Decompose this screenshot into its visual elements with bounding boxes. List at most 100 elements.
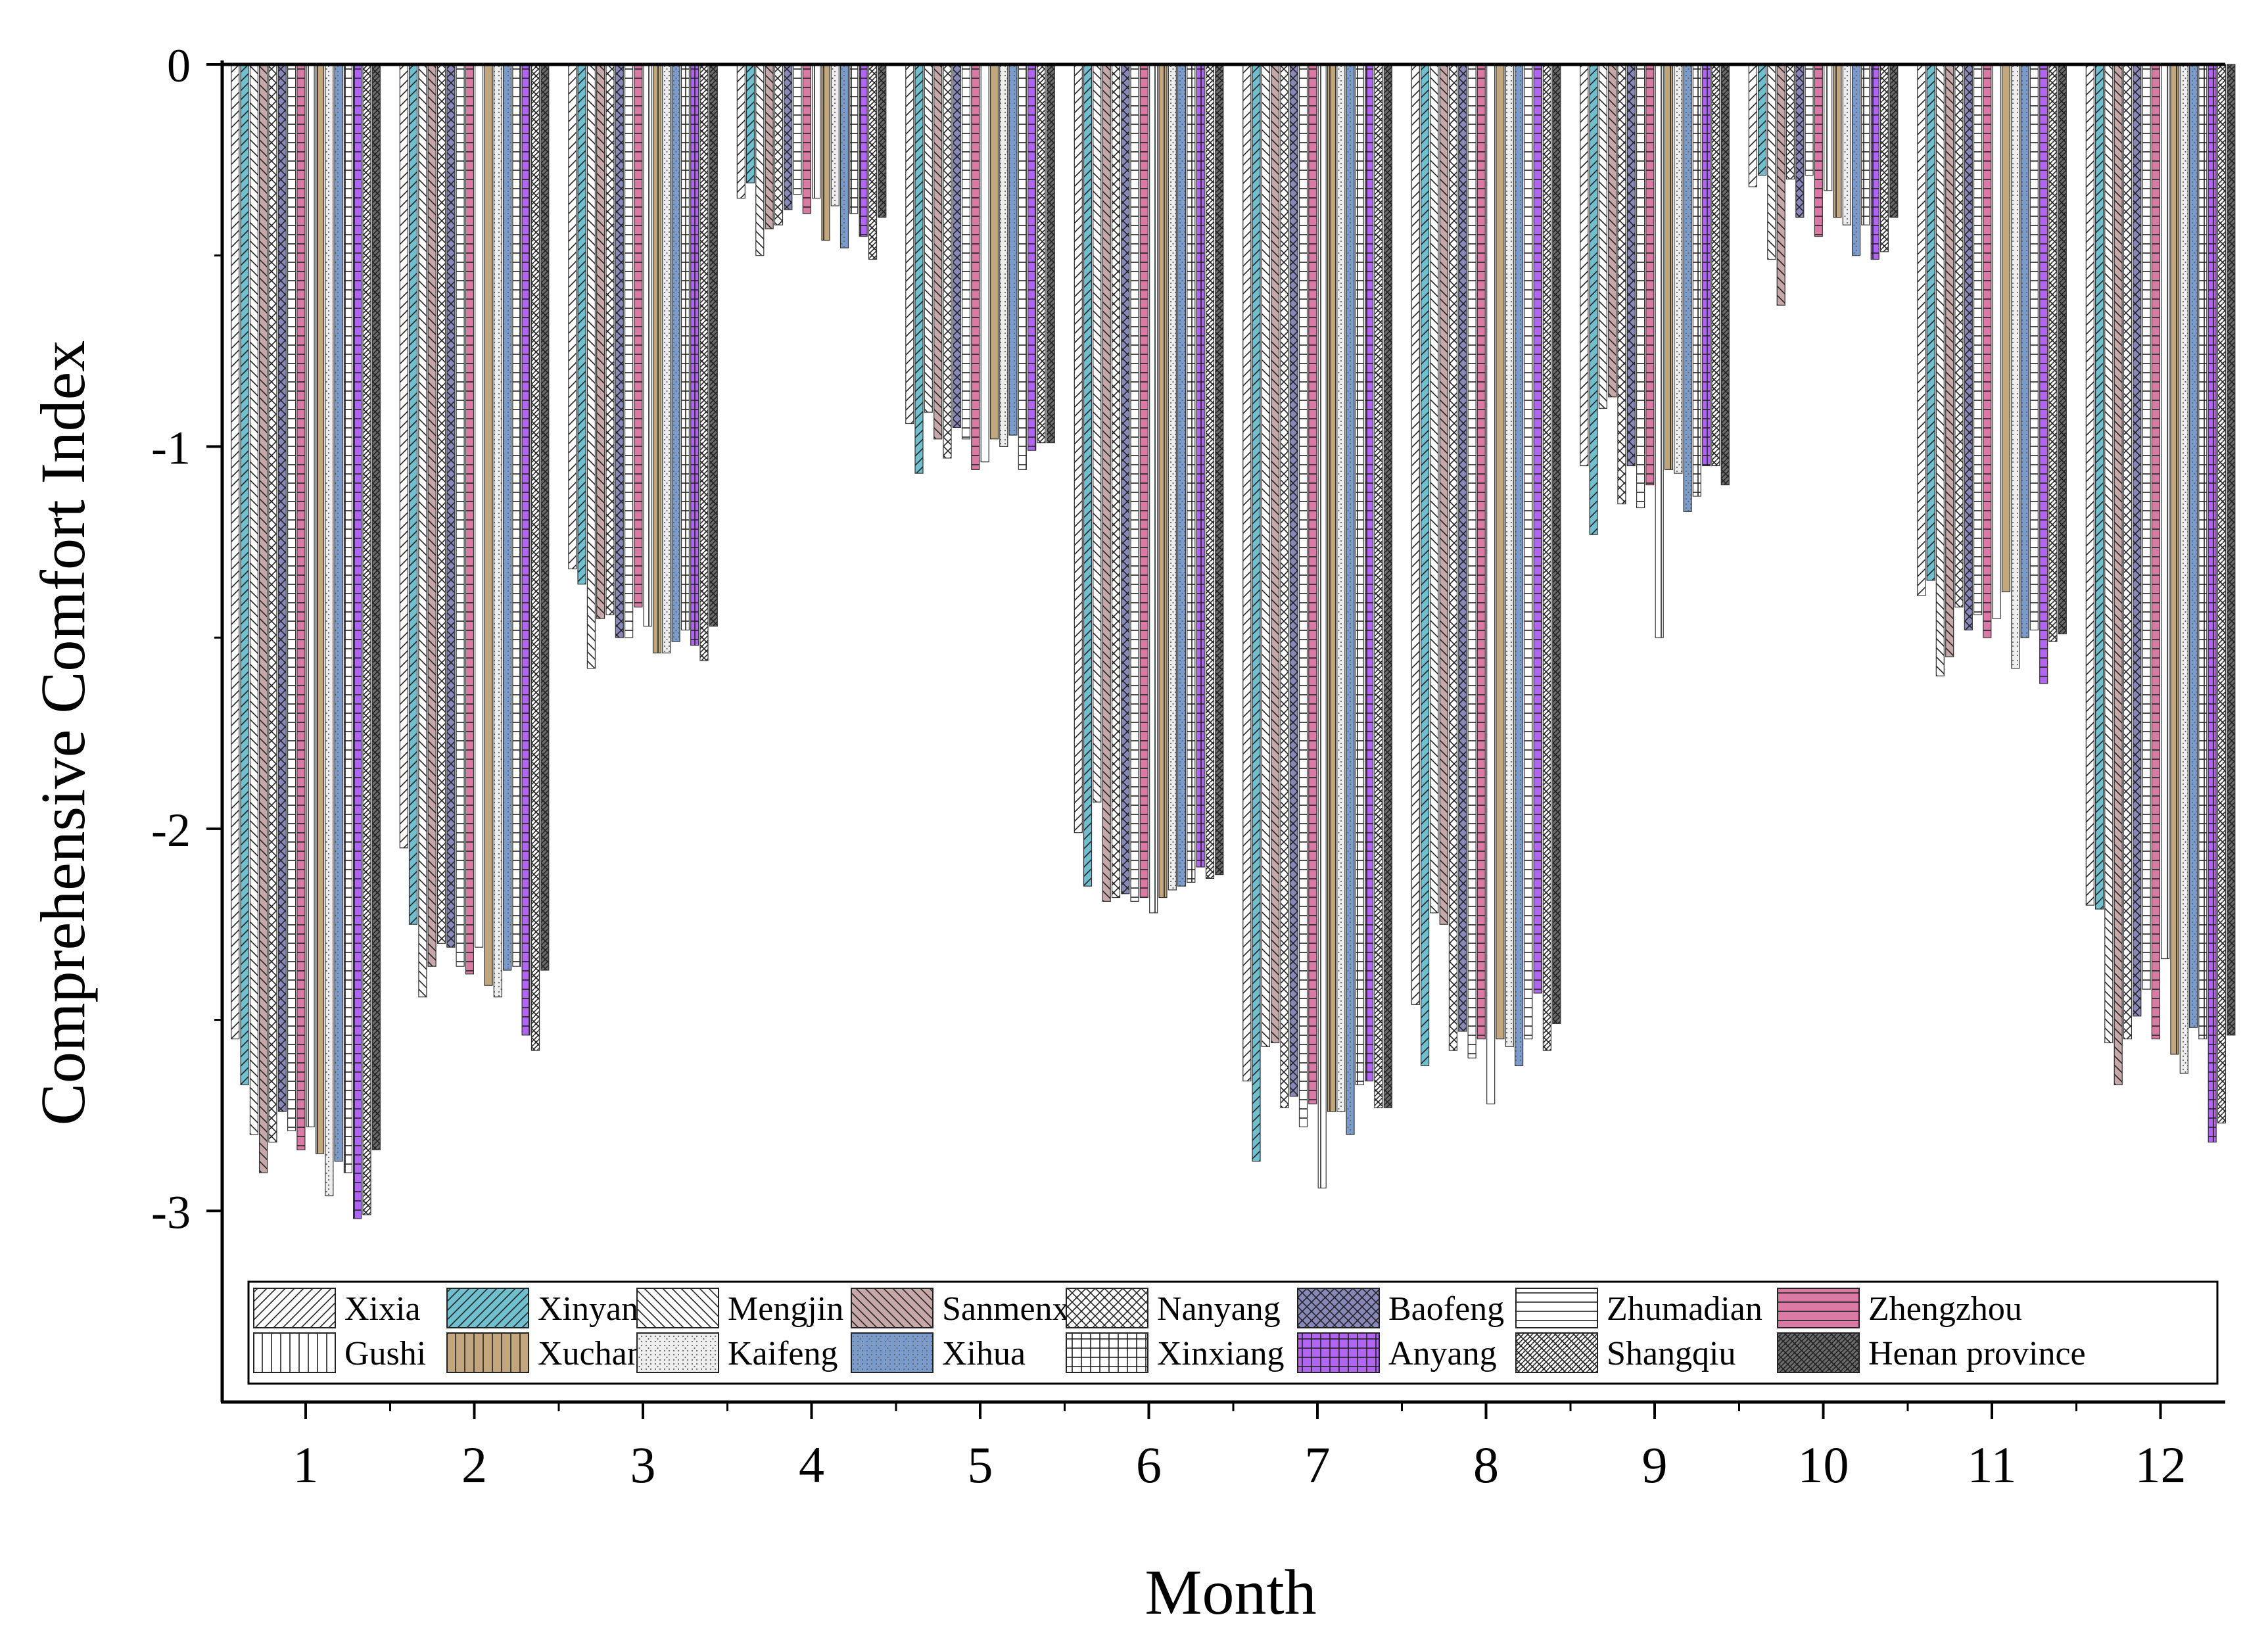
bar-xixia-m3 [568, 64, 577, 570]
bar-baofeng-m10 [1795, 64, 1805, 218]
legend-item-gushi: Gushi [253, 1332, 426, 1373]
legend-label: Gushi [344, 1335, 426, 1372]
bar-zhengzhou-m6 [1139, 64, 1148, 899]
x-tick-label: 4 [799, 1436, 824, 1493]
x-tick-label: 12 [2135, 1436, 2186, 1493]
bar-anyang-m4 [859, 64, 868, 237]
legend-swatch [253, 1288, 336, 1328]
bar-zhengzhou-m4 [802, 64, 811, 214]
bar-mengjin-m7 [1261, 64, 1270, 1047]
bar-xinxiang-m4 [849, 64, 859, 214]
y-tick-label: -1 [151, 421, 191, 474]
bar-mengjin-m11 [1935, 64, 1945, 676]
bar-xixia-m11 [1917, 64, 1926, 596]
bar-mengjin-m3 [586, 64, 596, 669]
bar-baofeng-m11 [1964, 64, 1973, 631]
bar-baofeng-m5 [952, 64, 961, 429]
bar-henan-province-m11 [2058, 64, 2067, 634]
bar-shangqiu-m9 [1711, 64, 1720, 467]
bar-gushi-m11 [1992, 64, 2001, 619]
bar-sanmenxia-m5 [933, 64, 943, 440]
bar-xuchang-m2 [484, 64, 493, 986]
bar-zhumadian-m4 [793, 64, 802, 195]
bar-xihua-m11 [2020, 64, 2029, 638]
bar-zhengzhou-m2 [465, 64, 475, 975]
y-tick-label: 0 [167, 39, 191, 92]
bar-sanmenxia-m8 [1439, 64, 1448, 925]
bar-kaifeng-m5 [999, 64, 1008, 448]
bar-xuchang-m3 [652, 64, 662, 654]
bar-xinyang-m8 [1421, 64, 1430, 1066]
legend-swatch [1777, 1332, 1860, 1373]
bar-nanyang-m4 [774, 64, 784, 225]
bar-xihua-m10 [1852, 64, 1861, 256]
bar-xihua-m8 [1515, 64, 1524, 1066]
bar-xuchang-m6 [1158, 64, 1168, 899]
bar-xixia-m2 [399, 64, 408, 849]
bar-zhengzhou-m3 [634, 64, 643, 608]
bar-sanmenxia-m2 [427, 64, 437, 967]
bar-xinxiang-m8 [1524, 64, 1533, 1040]
legend-swatch [1297, 1332, 1380, 1373]
legend-swatch [253, 1332, 336, 1373]
bar-anyang-m8 [1533, 64, 1542, 994]
bar-mengjin-m6 [1093, 64, 1102, 803]
y-tick-label: -2 [151, 804, 191, 856]
bar-gushi-m2 [474, 64, 484, 948]
bar-anyang-m5 [1028, 64, 1037, 451]
legend-label: Xinxiang [1157, 1335, 1285, 1372]
bar-kaifeng-m4 [830, 64, 839, 206]
bar-baofeng-m4 [784, 64, 793, 210]
bar-nanyang-m2 [437, 64, 446, 944]
bar-kaifeng-m7 [1336, 64, 1346, 1112]
bar-sanmenxia-m3 [596, 64, 605, 619]
legend-item-zhengzhou: Zhengzhou [1777, 1288, 2022, 1328]
bar-zhengzhou-m9 [1645, 64, 1655, 486]
bar-shangqiu-m7 [1374, 64, 1383, 1108]
bar-henan-province-m7 [1383, 64, 1392, 1108]
legend-item-anyang: Anyang [1297, 1332, 1497, 1373]
bar-gushi-m6 [1149, 64, 1158, 914]
bar-xixia-m7 [1242, 64, 1252, 1082]
bar-xinxiang-m12 [2198, 64, 2208, 1040]
legend-label: Xixia [344, 1290, 421, 1328]
bar-xixia-m8 [1411, 64, 1420, 1005]
bar-xixia-m9 [1580, 64, 1589, 467]
bar-henan-province-m6 [1215, 64, 1224, 876]
legend-swatch [636, 1288, 719, 1328]
bar-xinxiang-m10 [1861, 64, 1870, 225]
bar-shangqiu-m11 [2048, 64, 2058, 642]
bar-kaifeng-m12 [2179, 64, 2188, 1074]
legend-item-nanyang: Nanyang [1066, 1288, 1281, 1328]
bar-shangqiu-m5 [1037, 64, 1046, 444]
bar-kaifeng-m2 [493, 64, 502, 998]
bar-sanmenxia-m6 [1102, 64, 1111, 902]
bar-baofeng-m7 [1289, 64, 1298, 1097]
bar-nanyang-m8 [1448, 64, 1457, 1051]
bar-xihua-m9 [1683, 64, 1692, 512]
bar-xinyang-m2 [408, 64, 418, 925]
bar-sanmenxia-m7 [1271, 64, 1280, 1044]
bar-xihua-m5 [1008, 64, 1018, 436]
bar-xixia-m10 [1748, 64, 1757, 187]
bar-zhumadian-m1 [287, 64, 296, 1131]
legend-item-baofeng: Baofeng [1297, 1288, 1504, 1328]
bar-baofeng-m6 [1121, 64, 1130, 895]
legend-swatch [1066, 1288, 1148, 1328]
legend: Xixia Xinyang Mengjin Sanmenxia Nanyang Baofe… [247, 1280, 2219, 1385]
bar-henan-province-m8 [1552, 64, 1561, 1025]
bar-gushi-m1 [306, 64, 315, 1128]
x-tick-label: 7 [1305, 1436, 1331, 1493]
bar-baofeng-m9 [1626, 64, 1636, 467]
legend-item-sanmenxia: Sanmenxia [851, 1288, 1094, 1328]
bar-xuchang-m11 [2001, 64, 2010, 593]
bar-shangqiu-m4 [868, 64, 878, 260]
bar-shangqiu-m6 [1205, 64, 1215, 879]
bar-xuchang-m12 [2170, 64, 2179, 1055]
bar-zhumadian-m8 [1467, 64, 1477, 1059]
bar-xihua-m7 [1346, 64, 1355, 1135]
x-tick-label: 11 [1967, 1436, 2016, 1493]
bar-xuchang-m5 [989, 64, 999, 440]
legend-swatch [851, 1332, 933, 1373]
